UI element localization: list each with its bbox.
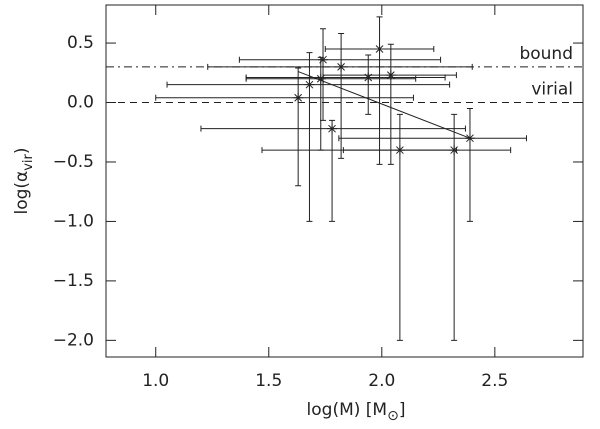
fit-line: [297, 71, 471, 139]
point: [327, 123, 338, 134]
x-error-bar: [261, 147, 512, 154]
point: [363, 72, 374, 83]
x-axis-label: log(M) [M⊙]: [307, 400, 406, 424]
x-label-main: log(M) [M: [307, 400, 388, 420]
y-label-main: log(α: [12, 171, 32, 215]
x-error-bar: [245, 75, 417, 82]
x-label-end: ]: [399, 400, 406, 420]
y-error-bar: [365, 54, 372, 115]
x-error-bar: [338, 135, 527, 142]
x-tick-label: 2.5: [481, 371, 508, 391]
y-tick-label: 0.0: [67, 93, 94, 113]
x-tick-label: 2.0: [368, 371, 395, 391]
point: [315, 73, 326, 84]
y-error-bar: [387, 43, 394, 165]
y-error-bar: [329, 119, 336, 222]
y-error-bar: [338, 33, 345, 159]
point: [293, 92, 304, 103]
reference-label: virial: [531, 80, 573, 100]
point: [464, 133, 475, 144]
x-error-bar: [238, 56, 442, 63]
point: [449, 145, 460, 156]
x-tick-label: 1.5: [255, 371, 282, 391]
point: [304, 79, 315, 90]
y-tick-label: −0.5: [53, 152, 94, 172]
reference-label: bound: [519, 44, 573, 64]
y-label-sub: vir: [21, 153, 36, 170]
y-tick-label: −2.0: [53, 330, 94, 350]
y-error-bar: [466, 107, 473, 222]
y-tick-label: 0.5: [67, 33, 94, 53]
y-tick-label: −1.5: [53, 271, 94, 291]
point: [385, 70, 396, 81]
y-axis-label: log(αvir): [12, 147, 36, 214]
x-tick-label: 1.0: [142, 371, 169, 391]
point: [318, 54, 329, 65]
y-label-end: ): [12, 147, 32, 154]
x-error-bar: [155, 94, 414, 101]
point: [336, 61, 347, 72]
x-label-sub: ⊙: [387, 408, 399, 424]
y-error-bar: [295, 67, 302, 187]
plot-frame: [105, 4, 584, 358]
y-tick-label: −1.0: [53, 211, 94, 231]
point: [374, 44, 385, 54]
y-error-bar: [376, 16, 383, 165]
